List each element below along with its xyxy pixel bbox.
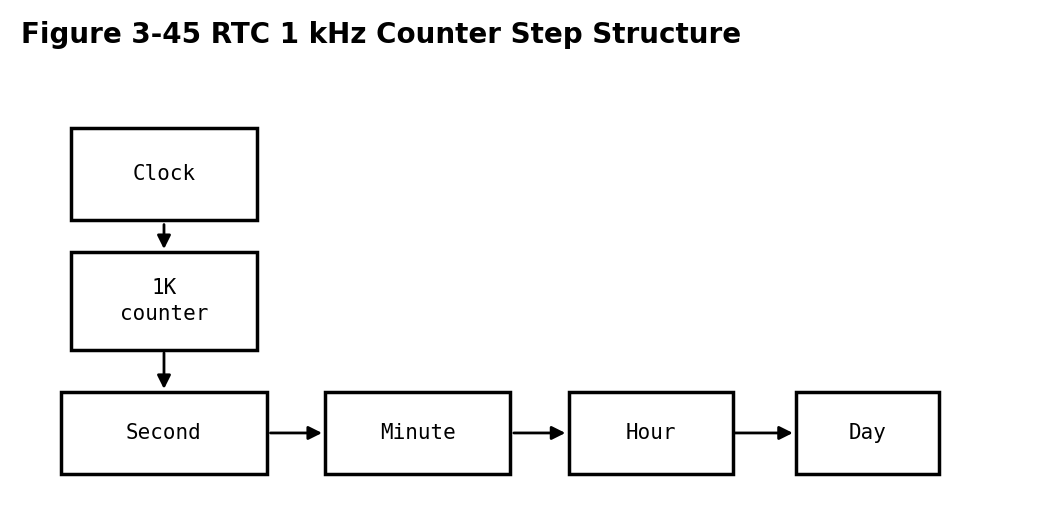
Text: Clock: Clock: [132, 164, 196, 184]
FancyBboxPatch shape: [60, 392, 267, 474]
Text: Figure 3-45 RTC 1 kHz Counter Step Structure: Figure 3-45 RTC 1 kHz Counter Step Struc…: [21, 21, 742, 49]
FancyBboxPatch shape: [72, 252, 256, 350]
Text: Day: Day: [849, 423, 887, 443]
FancyBboxPatch shape: [326, 392, 510, 474]
Text: 1K
counter: 1K counter: [120, 278, 208, 324]
Text: Minute: Minute: [380, 423, 456, 443]
Text: Second: Second: [126, 423, 202, 443]
FancyBboxPatch shape: [797, 392, 940, 474]
FancyBboxPatch shape: [72, 128, 256, 221]
Text: Hour: Hour: [625, 423, 676, 443]
FancyBboxPatch shape: [569, 392, 732, 474]
